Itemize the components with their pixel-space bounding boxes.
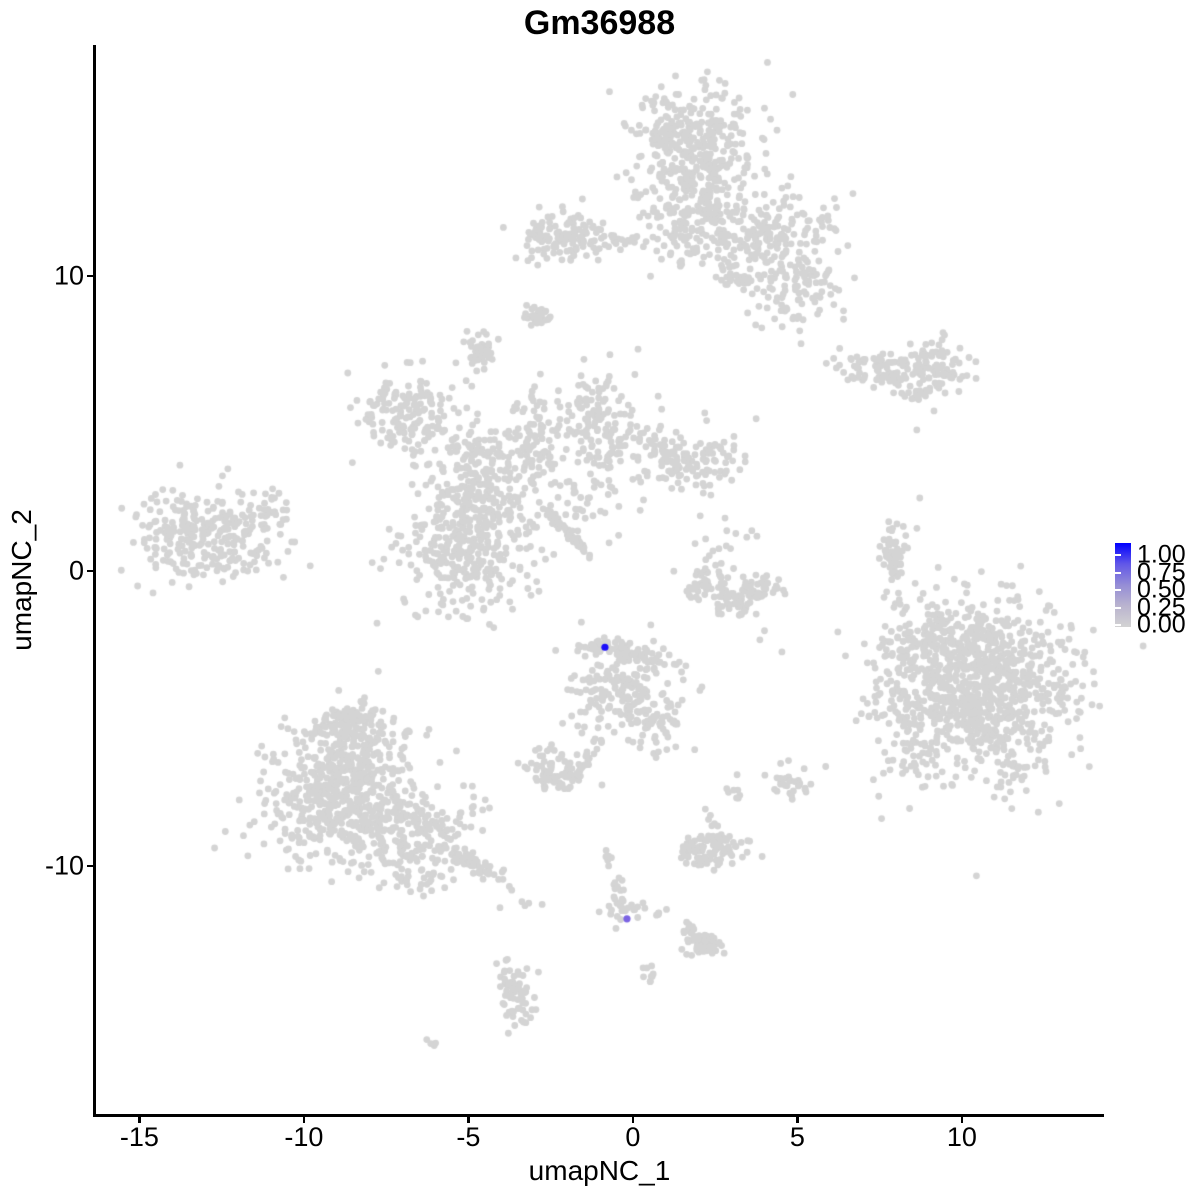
colorbar-tick-label: 1.00 <box>1137 540 1186 569</box>
x-tick-mark <box>960 1116 964 1123</box>
y-tick-mark <box>87 864 94 868</box>
colorbar-tick-mark <box>1115 624 1121 626</box>
y-axis-line <box>93 45 96 1117</box>
x-tick-mark <box>138 1116 141 1123</box>
x-tick-label: 5 <box>789 1122 805 1152</box>
x-tick-mark <box>631 1116 635 1123</box>
x-tick-label: -5 <box>456 1122 481 1152</box>
x-axis-title: umapNC_1 <box>528 1155 671 1186</box>
colorbar-tick-label: 0.00 <box>1137 610 1186 639</box>
y-tick-mark <box>87 569 94 573</box>
x-tick-mark <box>302 1116 306 1123</box>
x-tick-mark <box>796 1116 799 1123</box>
colorbar-tick-mark <box>1115 554 1121 556</box>
y-tick-label: 0 <box>68 555 84 586</box>
x-tick-mark <box>467 1116 470 1123</box>
colorbar-tick-mark <box>1115 606 1121 609</box>
x-axis-line <box>93 1114 1104 1117</box>
colorbar-tick-label: 0.25 <box>1137 593 1186 621</box>
y-tick-mark <box>87 274 94 278</box>
y-axis-title-text: umapNC_2 <box>6 509 37 651</box>
colorbar-gradient <box>1115 543 1131 627</box>
y-tick-label: 10 <box>53 260 84 291</box>
colorbar-tick-mark <box>1115 571 1121 574</box>
x-tick-label: -15 <box>119 1122 159 1152</box>
x-tick-label: 10 <box>946 1122 977 1152</box>
y-axis-title: umapNC_2 <box>6 509 38 651</box>
colorbar-tick-mark <box>1115 589 1121 591</box>
colorbar-tick-label: 0.50 <box>1137 575 1186 604</box>
x-tick-label: 0 <box>625 1122 641 1152</box>
plot-title: Gm36988 <box>523 4 676 42</box>
colorbar-tick-label: 0.75 <box>1137 558 1186 586</box>
x-tick-label: -10 <box>284 1122 324 1152</box>
y-tick-label: -10 <box>44 850 84 881</box>
